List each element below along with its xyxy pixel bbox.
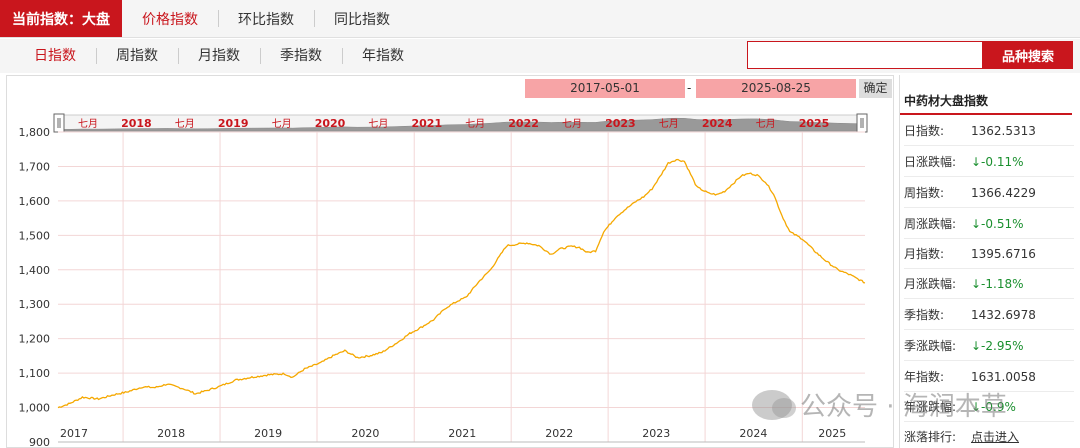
- row-label: 季涨跌幅:: [904, 339, 957, 353]
- navigator-series-area: [57, 117, 866, 132]
- panel-row-monthly-index: 月指数: 1395.6716: [904, 239, 1074, 269]
- panel-row-monthly-change: 月涨跌幅: ↓-1.18%: [904, 269, 1074, 299]
- y-tick-label: 900: [29, 436, 50, 448]
- y-tick-label: 1,800: [19, 126, 51, 139]
- y-tick-label: 1,000: [19, 402, 51, 415]
- navigator-label: 2023: [605, 117, 636, 130]
- navigator-label: 七月: [175, 118, 195, 130]
- tab-yearly-index[interactable]: 年指数: [342, 47, 424, 65]
- row-label: 季指数:: [904, 308, 945, 322]
- x-tick-label: 2023: [642, 427, 670, 440]
- date-separator: -: [687, 81, 692, 95]
- tab-monthly-index[interactable]: 月指数: [178, 47, 260, 65]
- navigator-label: 2025: [799, 117, 830, 130]
- tab-yoy-index[interactable]: 同比指数: [314, 0, 410, 37]
- navigator-label: 2020: [315, 117, 346, 130]
- x-tick-label: 2018: [157, 427, 185, 440]
- row-label: 日指数:: [904, 124, 945, 138]
- panel-row-daily-index: 日指数: 1362.5313: [904, 116, 1074, 146]
- x-tick-label: 2025: [818, 427, 846, 440]
- ranking-link[interactable]: 点击进入: [971, 430, 1020, 444]
- start-date-input[interactable]: 2017-05-01: [525, 79, 685, 98]
- navigator-right-handle[interactable]: [856, 113, 868, 133]
- y-tick-label: 1,600: [19, 195, 51, 208]
- row-label: 周指数:: [904, 186, 945, 200]
- panel-title-divider: [900, 113, 1072, 115]
- series-line: [57, 158, 866, 409]
- row-value: ↓-0.51%: [971, 217, 1024, 231]
- wechat-icon: [752, 389, 796, 420]
- navigator-label: 七月: [659, 118, 679, 130]
- panel-row-daily-change: 日涨跌幅: ↓-0.11%: [904, 147, 1074, 177]
- row-value: 1395.6716: [971, 247, 1036, 261]
- navigator-label: 2018: [121, 117, 152, 130]
- row-value: 1432.6978: [971, 308, 1036, 322]
- panel-row-weekly-index: 周指数: 1366.4229: [904, 178, 1074, 208]
- row-label: 年指数:: [904, 370, 945, 384]
- tab-weekly-index[interactable]: 周指数: [96, 47, 178, 65]
- confirm-range-button[interactable]: 确定: [859, 79, 892, 98]
- panel-title: 中药材大盘指数: [904, 94, 989, 108]
- row-label: 月指数:: [904, 247, 945, 261]
- index-type-tabs: 当前指数：大盘 价格指数 环比指数 同比指数: [0, 0, 1080, 38]
- panel-row-ranking: 涨落排行: 点击进入: [904, 422, 1074, 448]
- range-navigator[interactable]: 七月 2018 七月 2019 七月 2020 七月 2021 七月 2022 七月 2023 七月 20…: [53, 113, 868, 133]
- y-tick-label: 1,200: [19, 333, 51, 346]
- navigator-label: 2022: [508, 117, 539, 130]
- watermark-text: 公众号 · 海润本草: [800, 392, 1007, 422]
- variety-search-button[interactable]: 品种搜索: [983, 41, 1073, 69]
- row-value: 1362.5313: [971, 124, 1036, 138]
- navigator-label: 2019: [218, 117, 249, 130]
- row-value: 1366.4229: [971, 186, 1036, 200]
- row-value: ↓-0.11%: [971, 155, 1024, 169]
- y-tick-label: 1,400: [19, 264, 51, 277]
- row-value: ↓-0.9%: [971, 400, 1016, 414]
- x-tick-label: 2019: [254, 427, 282, 440]
- navigator-label: 七月: [465, 118, 485, 130]
- row-value: ↓-1.18%: [971, 277, 1024, 291]
- variety-search-input[interactable]: [747, 41, 983, 69]
- row-label: 周涨跌幅:: [904, 217, 957, 231]
- navigator-label: 七月: [272, 118, 292, 130]
- tab-daily-index[interactable]: 日指数: [34, 48, 76, 64]
- x-tick-label: 2022: [545, 427, 573, 440]
- navigator-label: 2021: [411, 117, 442, 130]
- row-label: 日涨跌幅:: [904, 155, 957, 169]
- current-index-label: 当前指数：大盘: [0, 0, 122, 37]
- navigator-label: 七月: [756, 118, 776, 130]
- y-tick-label: 1,100: [19, 367, 51, 380]
- x-tick-label: 2021: [448, 427, 476, 440]
- x-tick-label: 2017: [60, 427, 88, 440]
- chart-frame: [6, 75, 894, 448]
- panel-row-yearly-index: 年指数: 1631.0058: [904, 362, 1074, 392]
- y-tick-label: 1,500: [19, 229, 51, 242]
- navigator-label: 七月: [78, 118, 98, 130]
- row-value: 1631.0058: [971, 370, 1036, 384]
- y-tick-label: 1,300: [19, 298, 51, 311]
- navigator-label: 七月: [368, 118, 388, 130]
- tab-quarterly-index[interactable]: 季指数: [260, 47, 342, 65]
- x-tick-label: 2020: [351, 427, 379, 440]
- row-label: 涨落排行:: [904, 430, 957, 444]
- navigator-label: 2024: [702, 117, 733, 130]
- end-date-input[interactable]: 2025-08-25: [696, 79, 856, 98]
- row-label: 年涨跌幅:: [904, 400, 957, 414]
- price-index-chart: 七月 2018 七月 2019 七月 2020 七月 2021 七月 2022 七月 2023 七月 20…: [19, 113, 868, 448]
- tab-mom-index[interactable]: 环比指数: [218, 0, 314, 37]
- navigator-left-handle[interactable]: [53, 113, 65, 133]
- navigator-label: 七月: [562, 118, 582, 130]
- tab-price-index[interactable]: 价格指数: [142, 11, 198, 28]
- x-tick-label: 2024: [739, 427, 767, 440]
- panel-row-yearly-change: 年涨跌幅: ↓-0.9%: [904, 392, 1074, 422]
- watermark: 公众号 · 海润本草: [752, 386, 1007, 423]
- y-tick-label: 1,700: [19, 160, 51, 173]
- panel-row-quarterly-change: 季涨跌幅: ↓-2.95%: [904, 331, 1074, 361]
- index-summary-panel: 中药材大盘指数 日指数: 1362.5313 日涨跌幅: ↓-0.11% 周指数: 1…: [899, 75, 1080, 448]
- row-value: ↓-2.95%: [971, 339, 1024, 353]
- panel-row-quarterly-index: 季指数: 1432.6978: [904, 300, 1074, 330]
- panel-row-weekly-change: 周涨跌幅: ↓-0.51%: [904, 209, 1074, 239]
- row-label: 月涨跌幅:: [904, 277, 957, 291]
